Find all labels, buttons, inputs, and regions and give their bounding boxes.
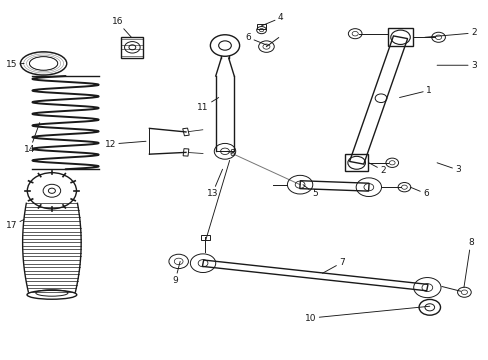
- Text: 13: 13: [206, 169, 222, 198]
- Text: 1: 1: [399, 86, 431, 98]
- Text: 8: 8: [463, 238, 473, 288]
- Text: 2: 2: [424, 28, 475, 37]
- Text: 15: 15: [6, 60, 24, 69]
- Text: 8: 8: [205, 149, 234, 241]
- Text: 12: 12: [104, 140, 146, 149]
- Text: 16: 16: [111, 17, 131, 37]
- Text: 14: 14: [24, 123, 40, 154]
- Text: 4: 4: [261, 13, 283, 26]
- Text: 10: 10: [305, 306, 429, 323]
- Text: 6: 6: [245, 33, 267, 45]
- Bar: [387, 28, 412, 46]
- Bar: [344, 154, 367, 171]
- Text: 11: 11: [197, 98, 218, 112]
- Text: 3: 3: [436, 61, 476, 70]
- Text: 9: 9: [172, 261, 180, 285]
- Text: 17: 17: [6, 220, 24, 230]
- Text: 2: 2: [368, 163, 385, 175]
- Text: 5: 5: [303, 185, 317, 198]
- Text: 7: 7: [322, 258, 344, 273]
- Text: 6: 6: [409, 187, 428, 198]
- Bar: [121, 37, 143, 58]
- Text: 3: 3: [436, 163, 460, 175]
